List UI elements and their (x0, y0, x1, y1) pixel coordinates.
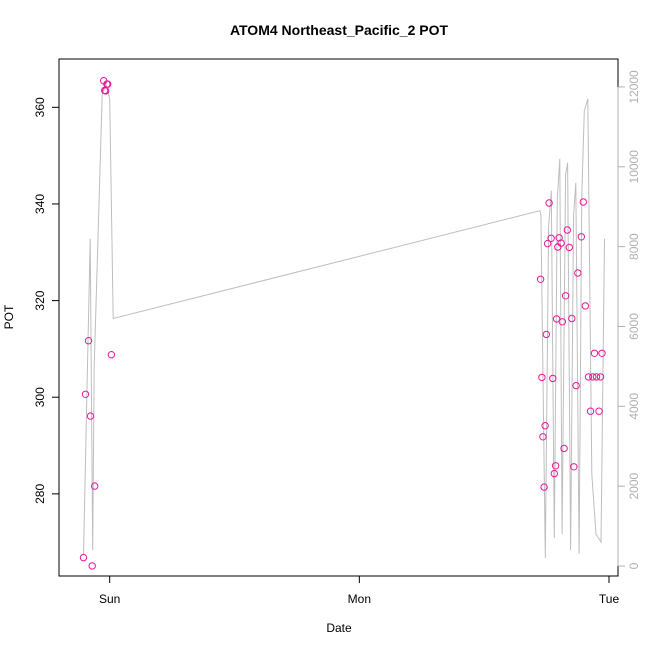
data-point (538, 373, 546, 382)
data-point (589, 373, 597, 381)
data-point (568, 314, 576, 323)
y-left-tick-label: 320 (33, 290, 47, 310)
data-point (598, 349, 606, 357)
data-point (581, 302, 589, 310)
data-point (86, 412, 95, 420)
data-point (574, 269, 582, 277)
data-point (104, 80, 112, 88)
data-point (551, 462, 560, 470)
data-point (84, 337, 93, 345)
y-right-tick-label: 4000 (627, 393, 641, 420)
x-axis: Sun Mon Tue (99, 575, 620, 606)
data-point (79, 553, 88, 562)
x-tick-label: Sun (99, 592, 120, 606)
y-right-tick-label: 2000 (627, 473, 641, 500)
data-point (81, 390, 90, 398)
data-point (91, 482, 99, 490)
data-point (577, 233, 585, 241)
data-point (543, 239, 552, 248)
data-point (542, 330, 550, 339)
y-axis-label: POT (2, 304, 16, 329)
y-left-tick-label: 340 (33, 194, 47, 214)
series-points-group (79, 77, 606, 570)
data-point (88, 562, 96, 570)
y-right-tick-label: 12000 (627, 70, 641, 104)
data-point (596, 373, 605, 381)
x-axis-label: Date (326, 621, 352, 635)
data-point (586, 407, 595, 415)
y-axis-left: 280 300 320 340 360 (33, 97, 60, 504)
data-point (563, 226, 571, 234)
data-point (560, 444, 568, 453)
y-right-tick-label: 8000 (627, 233, 641, 260)
data-point (539, 433, 547, 441)
data-point (540, 483, 548, 491)
series-line (83, 81, 605, 559)
data-point (547, 234, 555, 243)
data-point (558, 318, 566, 326)
x-tick-label: Tue (599, 592, 620, 606)
y-left-tick-label: 280 (33, 484, 47, 504)
y-right-tick-label: 6000 (627, 313, 641, 340)
y-left-tick-label: 300 (33, 387, 47, 407)
data-point (590, 349, 599, 357)
x-tick-label: Mon (348, 592, 371, 606)
data-point (595, 407, 603, 415)
data-point (592, 373, 601, 381)
y-right-tick-label: 10000 (627, 150, 641, 184)
data-point (549, 374, 557, 383)
data-point (565, 243, 573, 252)
data-point (561, 292, 570, 300)
y-axis-right: 0 2000 4000 6000 8000 10000 12000 (617, 70, 641, 569)
series-line-group (83, 81, 605, 559)
data-point (570, 463, 578, 471)
chart-title: ATOM4 Northeast_Pacific_2 POT (230, 22, 449, 38)
data-point (550, 469, 558, 478)
data-point (572, 381, 580, 390)
data-point (107, 351, 116, 359)
data-point (536, 275, 545, 283)
data-point (579, 198, 587, 206)
data-point (584, 373, 593, 381)
data-point (541, 422, 549, 430)
data-point (552, 315, 561, 323)
y-right-tick-label: 0 (627, 562, 641, 569)
data-point (557, 239, 565, 247)
y-left-tick-label: 360 (33, 97, 47, 117)
data-point (102, 87, 110, 95)
data-point (545, 199, 553, 207)
